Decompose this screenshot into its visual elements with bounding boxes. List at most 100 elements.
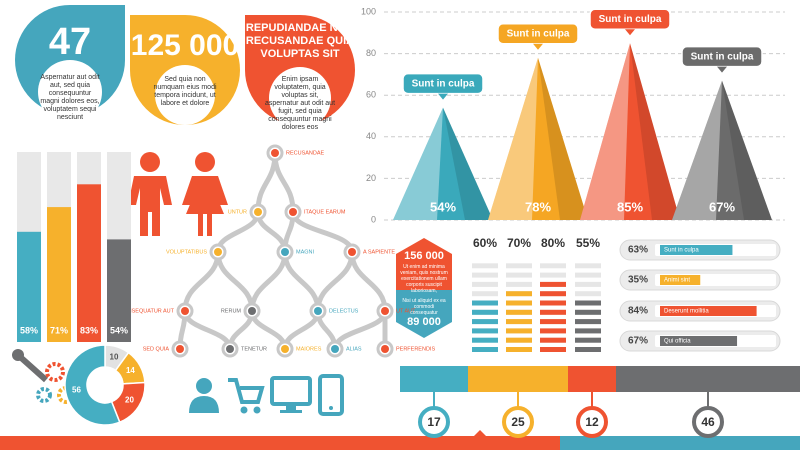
drop-text: Aspernatur aut odit aut, sed quia conseq…: [40, 74, 100, 121]
bar: [660, 306, 757, 316]
drop-inner: [269, 67, 331, 129]
bar: [107, 239, 131, 342]
device-icons: [189, 374, 344, 416]
tree-edge: [255, 152, 278, 213]
dash: [472, 328, 498, 334]
segment-bar: [575, 300, 601, 352]
tree-node-dot: [271, 149, 279, 157]
tree-node-dot: [226, 345, 234, 353]
dash: [575, 328, 601, 334]
tree-edge: [315, 251, 355, 312]
value-badge: [692, 406, 724, 438]
pie-hole: [88, 368, 122, 402]
y-tick-label: 20: [366, 173, 376, 183]
hexagon-number: 89 000: [407, 316, 441, 328]
value-label: 17: [427, 415, 441, 429]
pyramid-face: [580, 43, 630, 221]
dash: [575, 300, 601, 306]
dash-track: [472, 272, 498, 278]
callout-pointer: [625, 29, 635, 36]
drop-title: REPUDIANDAE NON RECUSANDAE QUIA VOLUPTAS…: [245, 22, 355, 60]
tree-label: SED QUIA: [143, 346, 170, 352]
value-label: 56: [72, 386, 81, 395]
segment: [568, 366, 616, 392]
bar: [77, 184, 101, 342]
y-tick-label: 0: [371, 214, 376, 224]
bar: [660, 336, 738, 346]
dash: [506, 328, 532, 334]
segment: [468, 366, 568, 392]
hexagon-text: Ut enim ad minima veniam, quis nostrum e…: [400, 264, 448, 294]
value-label: 67%: [709, 199, 735, 214]
tree-edge: [272, 152, 296, 213]
dash: [472, 319, 498, 325]
dash-track: [472, 263, 498, 269]
value-label: 54%: [430, 199, 456, 214]
tree-edge: [182, 310, 233, 350]
value-label: 10: [110, 353, 119, 362]
tree-label: ITAQUE EARUM: [304, 209, 346, 215]
dash-track: [472, 281, 498, 287]
dash: [506, 337, 532, 343]
pyramid-shade: [722, 80, 772, 220]
bar: [660, 245, 733, 255]
hexagon-text: Nisi ut aliquid ex ea commodi consequatu…: [402, 298, 446, 316]
dash-track: [540, 263, 566, 269]
bar: [17, 231, 41, 342]
tree-label: MAIORES: [296, 346, 322, 352]
tree-label: PERFERENDIS: [396, 346, 435, 352]
tree-node-dot: [331, 345, 339, 353]
dash: [540, 300, 566, 306]
tree-label: DELECTUS: [329, 308, 359, 314]
tree-edge: [215, 251, 255, 312]
dash: [540, 281, 566, 287]
value-label: 58%: [20, 325, 38, 335]
value-label: 12: [585, 415, 599, 429]
tree-label: CONSEQUATUR AUT: [119, 308, 174, 314]
value-badge: [418, 406, 450, 438]
category-label: Animi sint: [664, 278, 690, 284]
value-label: 20: [125, 396, 134, 405]
dash: [540, 319, 566, 325]
category-label: Sunt in culpa: [664, 248, 699, 254]
tree-edge: [332, 310, 388, 350]
tree-label: RERUM: [221, 308, 242, 314]
bar: [660, 275, 701, 285]
category-label: Sunt in culpa: [691, 51, 754, 62]
dash-track: [575, 291, 601, 297]
dash-track: [540, 272, 566, 278]
dash: [540, 337, 566, 343]
dash-track: [506, 281, 532, 287]
bar: [47, 207, 71, 342]
value-label: 80%: [541, 236, 565, 250]
callout-pointer: [533, 43, 543, 50]
dash: [540, 328, 566, 334]
dash: [506, 300, 532, 306]
drop-inner: [155, 65, 215, 125]
drop-text: Sed quia non numquam eius modi tempora i…: [153, 76, 217, 107]
drop-inner: [38, 60, 102, 124]
pyramid: [580, 43, 680, 221]
segment-bar: [540, 281, 566, 352]
value-label: 25: [511, 415, 525, 429]
dash: [540, 291, 566, 297]
dash: [506, 291, 532, 297]
tree-node-dot: [381, 345, 389, 353]
dash: [540, 309, 566, 315]
tree-label: A SAPIENTE: [363, 249, 395, 255]
value-badge: [576, 406, 608, 438]
y-tick-label: 80: [366, 48, 376, 58]
dash-track: [575, 272, 601, 278]
y-tick-label: 60: [366, 90, 376, 100]
tree-edge: [182, 251, 221, 312]
value-label: 67%: [628, 336, 648, 347]
tree-edge: [349, 251, 388, 312]
hexagon-number: 156 000: [404, 250, 444, 262]
segment: [616, 366, 800, 392]
dash: [575, 337, 601, 343]
category-label: Sunt in culpa: [507, 28, 570, 39]
dash: [472, 300, 498, 306]
dash-track: [472, 291, 498, 297]
tree-node-dot: [314, 307, 322, 315]
tree-label: UNTUR: [228, 209, 247, 215]
